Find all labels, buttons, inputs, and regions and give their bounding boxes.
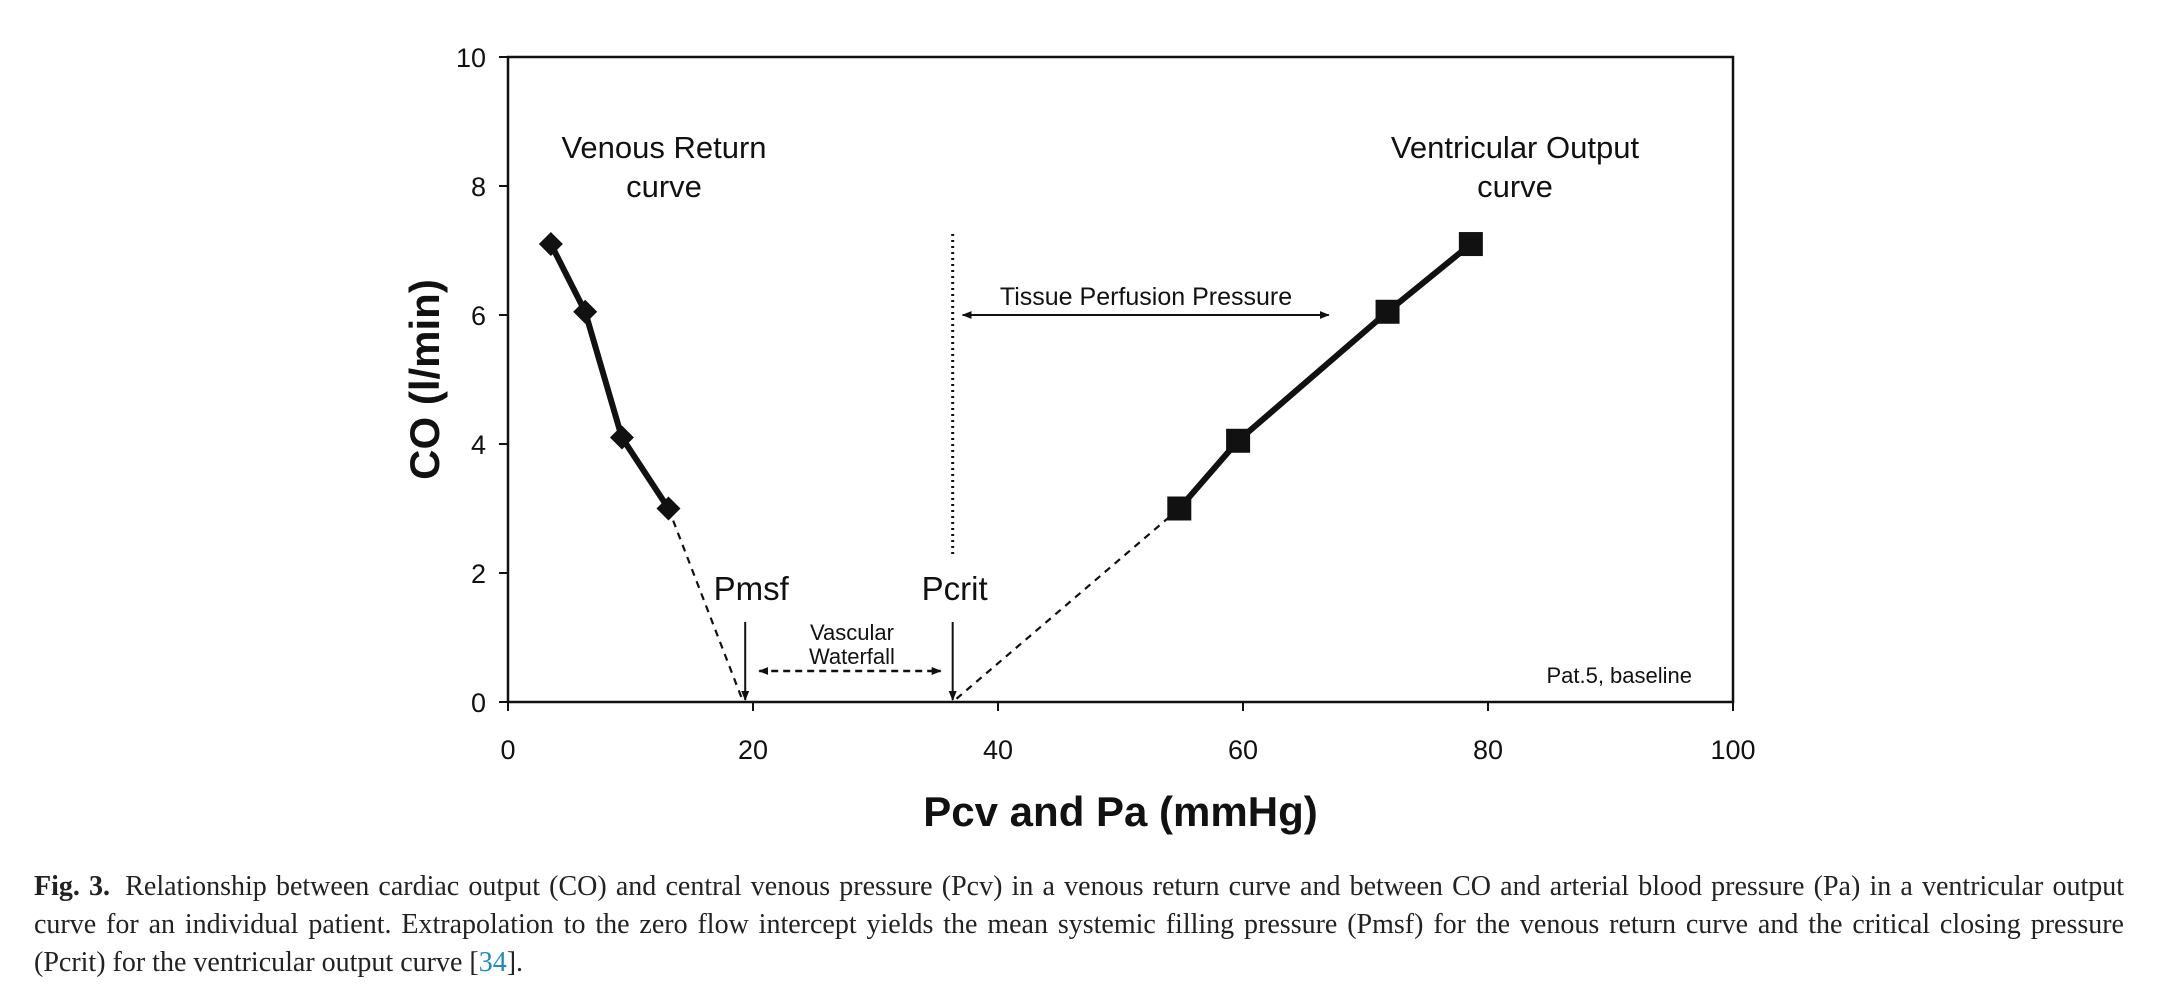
venous-return-label-line2: curve — [626, 169, 702, 204]
y-tick-label: 4 — [471, 430, 486, 460]
y-tick-label: 0 — [471, 688, 486, 718]
x-tick-label: 20 — [738, 735, 768, 765]
plot-frame — [506, 55, 1735, 704]
data-point-square — [1167, 496, 1192, 521]
series-line — [1177, 241, 1473, 511]
y-tick-label: 8 — [471, 172, 486, 202]
x-axis-label: Pcv and Pa (mmHg) — [923, 788, 1317, 835]
pcrit-label: Pcrit — [922, 570, 988, 607]
y-tick-label: 2 — [471, 559, 486, 589]
vascular-waterfall-label: Vascular — [810, 620, 894, 645]
data-point-diamond — [609, 425, 634, 450]
x-tick-label: 60 — [1228, 735, 1258, 765]
data-point-square — [1226, 428, 1251, 453]
caption-label: Fig. 3. — [34, 871, 111, 902]
figure-caption: Fig. 3. Relationship between cardiac out… — [34, 868, 2124, 982]
patient-note: Pat.5, baseline — [1546, 663, 1692, 688]
y-tick-label: 6 — [471, 301, 486, 331]
chart: 0 2 4 6 8 10 0 20 40 60 80 100 Pcv and Pa (mmHg) CO (… — [401, 43, 1756, 835]
y-tick-label: 10 — [456, 43, 486, 73]
data-point-diamond — [538, 232, 563, 257]
y-axis-label: CO (l/min) — [401, 279, 448, 480]
vascular-waterfall-label-line2: Waterfall — [809, 644, 895, 669]
x-tick-label: 0 — [500, 735, 515, 765]
ventricular-output-label: Ventricular Output — [1391, 130, 1640, 165]
caption-tail: ]. — [506, 947, 524, 978]
series-line — [548, 242, 671, 511]
venous-return-label: Venous Return — [561, 130, 766, 165]
pmsf-label: Pmsf — [714, 570, 790, 607]
ventricular-output-label-line2: curve — [1477, 169, 1553, 204]
extrapolation-line — [951, 507, 1181, 703]
data-point-square — [1375, 299, 1400, 324]
tissue-perfusion-label: Tissue Perfusion Pressure — [1000, 283, 1292, 311]
caption-text: Relationship between cardiac output (CO)… — [34, 871, 2125, 978]
x-tick-label: 80 — [1473, 735, 1503, 765]
x-tick-label: 100 — [1710, 735, 1755, 765]
x-tick-label: 40 — [983, 735, 1013, 765]
data-point-diamond — [573, 299, 598, 324]
citation-link[interactable]: 34 — [478, 947, 507, 978]
data-point-diamond — [656, 496, 681, 521]
data-point-square — [1458, 232, 1483, 257]
extrapolation-line — [667, 508, 745, 703]
